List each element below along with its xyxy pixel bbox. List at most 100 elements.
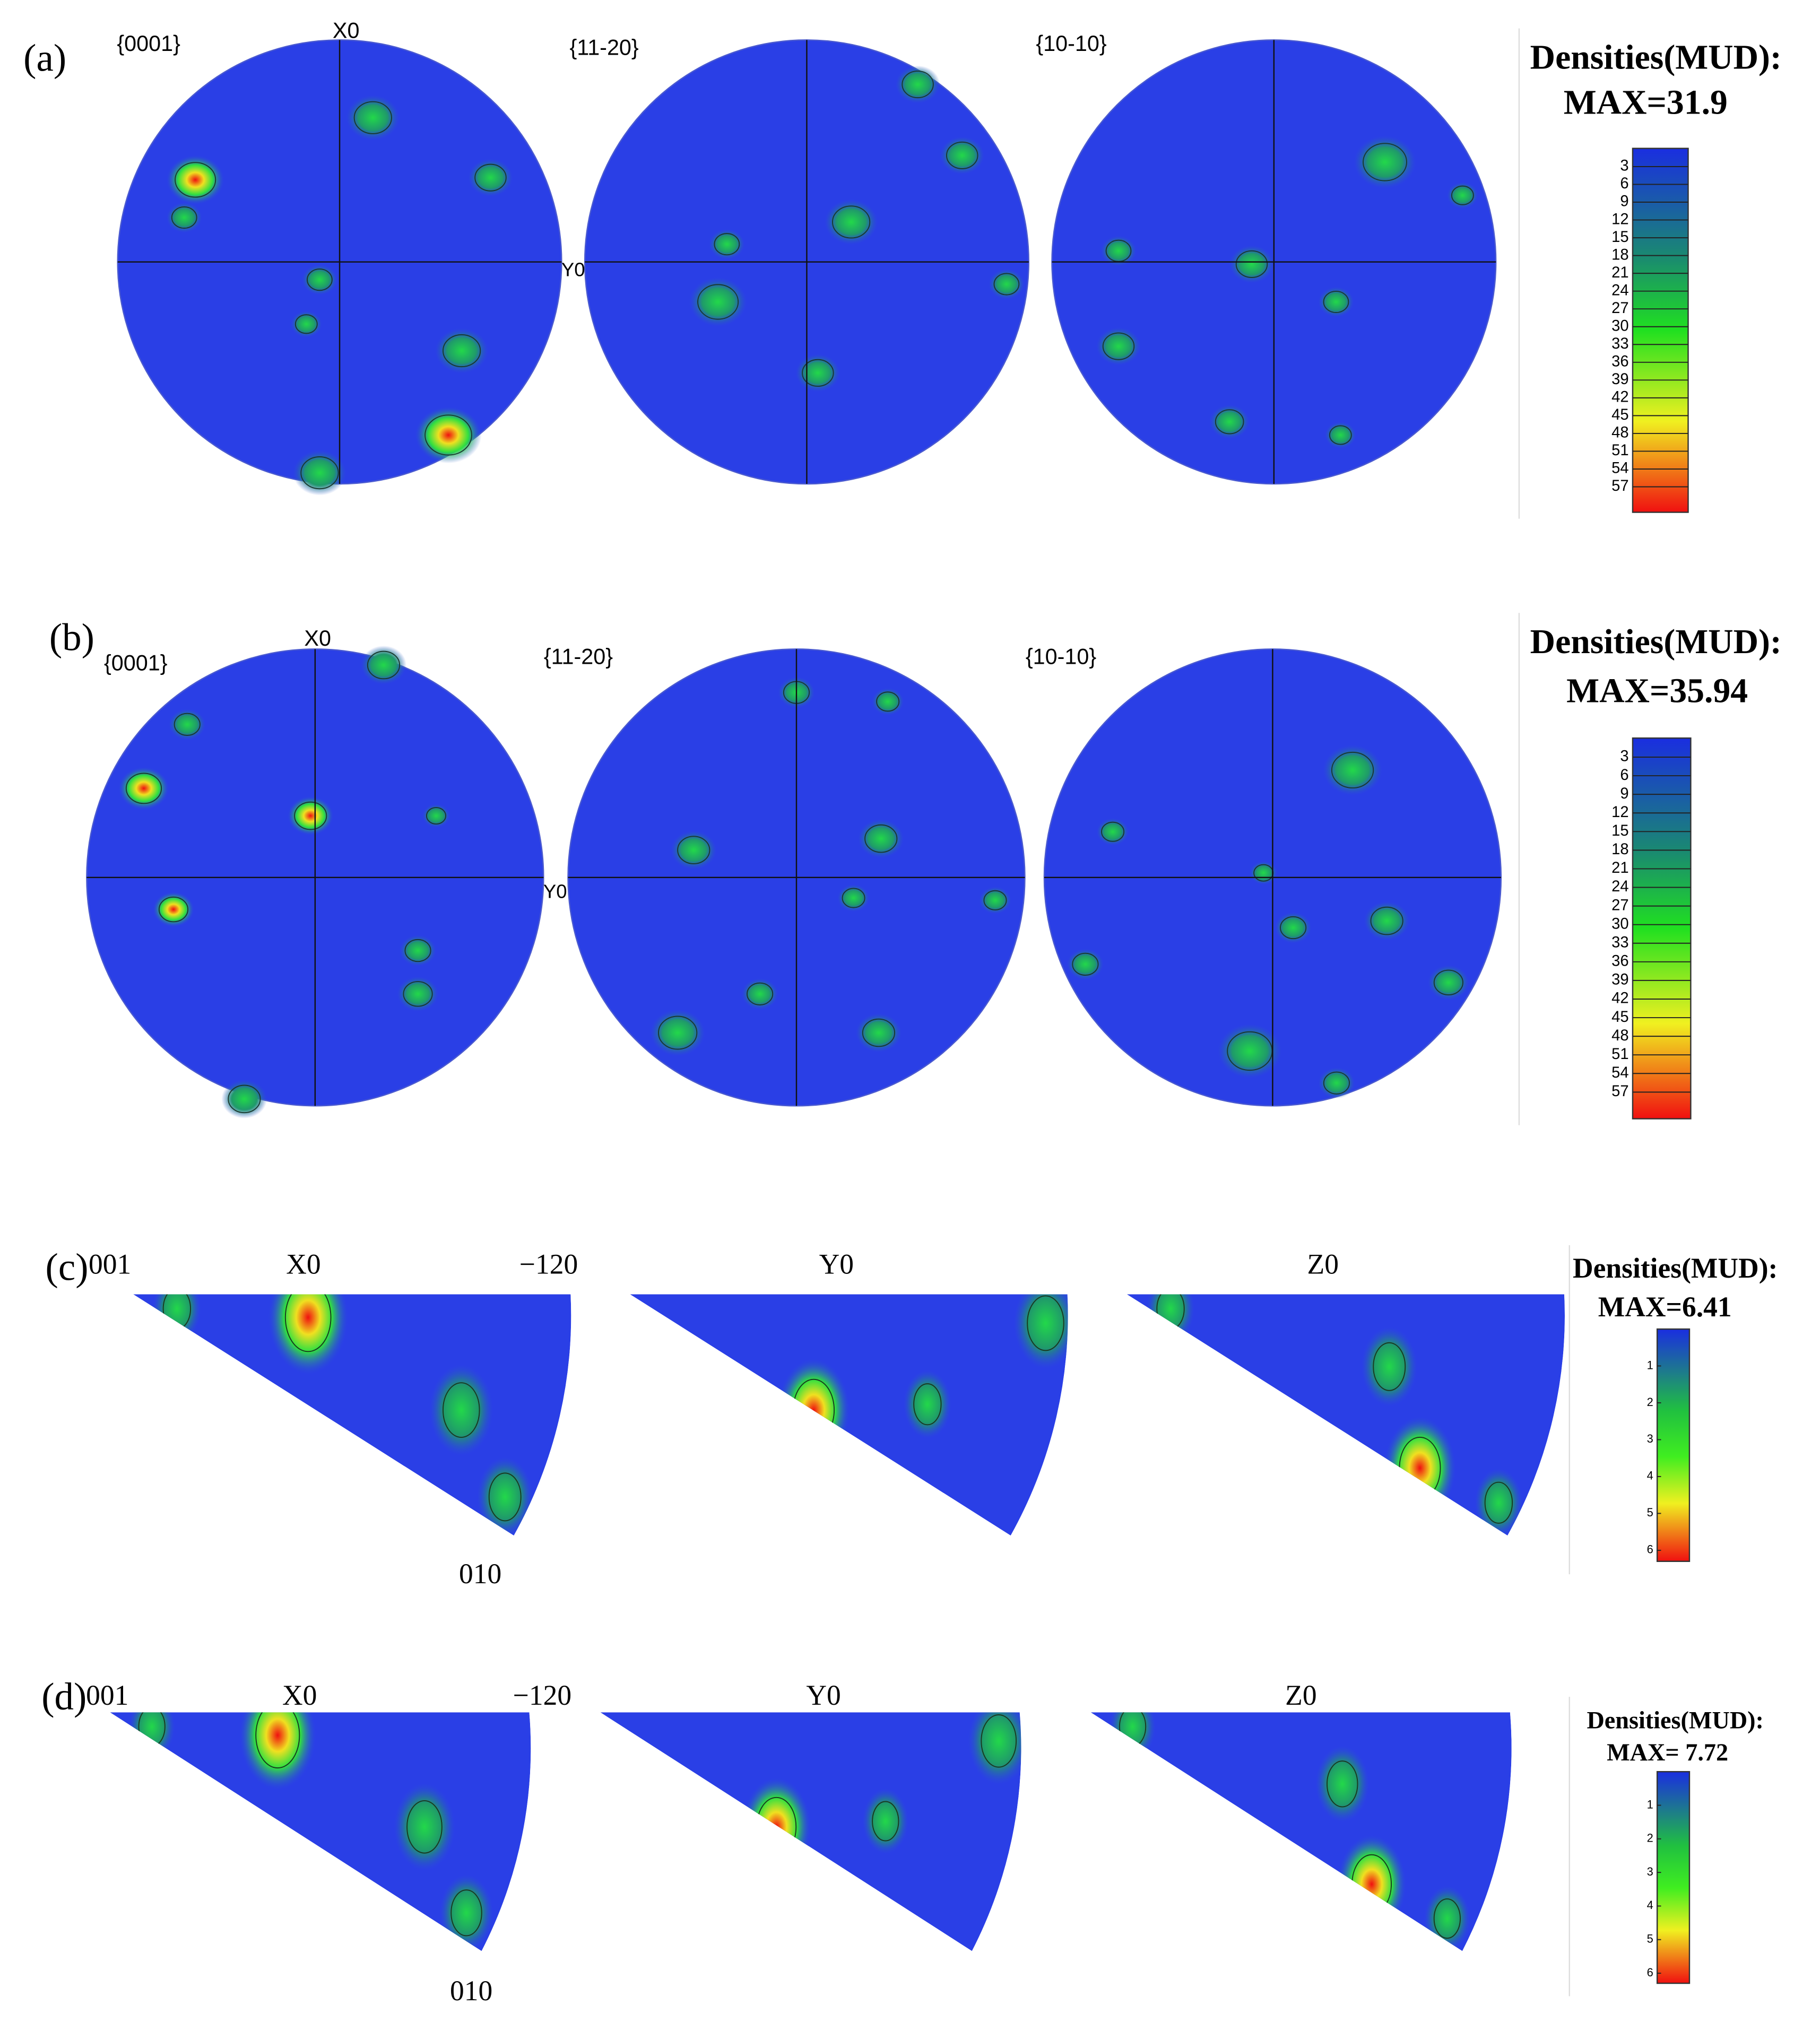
colorbar-tick-label: 18 [1611, 841, 1628, 858]
colorbar-tick-label: 30 [1611, 317, 1628, 334]
axis-label: X0 [304, 626, 331, 650]
colorbar-tick-label: 21 [1611, 860, 1628, 877]
contour [1280, 916, 1307, 940]
contour [367, 650, 401, 680]
contour [353, 101, 392, 134]
colorbar-tick-label: 24 [1611, 282, 1628, 299]
colorbar-tick-label: 51 [1611, 1046, 1628, 1063]
colorbar-tick-label: 39 [1611, 971, 1628, 988]
contour [1433, 969, 1463, 996]
legend-title: Densities(MUD): [1573, 1252, 1778, 1284]
density-blob [239, 1712, 316, 1790]
contour [1331, 751, 1374, 789]
legend-max: MAX=6.41 [1598, 1291, 1732, 1323]
colorbar-tick-label: 33 [1611, 335, 1628, 352]
contour [946, 141, 978, 169]
colorbar [1656, 1328, 1691, 1562]
contour [1484, 1481, 1513, 1524]
colorbar-tick-label: 1 [1647, 1358, 1653, 1372]
colorbar-tick-label: 54 [1611, 460, 1628, 477]
contour [406, 1800, 443, 1854]
contour [450, 1889, 482, 1937]
contour [714, 233, 740, 256]
colorbar-tick-label: 57 [1611, 1083, 1628, 1100]
colorbar-tick-label: 4 [1647, 1898, 1653, 1912]
colorbar-tick-label: 21 [1611, 264, 1628, 281]
contour [872, 1801, 899, 1842]
colorbar-tick-label: 57 [1611, 478, 1628, 494]
contour [294, 801, 327, 830]
panel-label: (c) [46, 1245, 89, 1288]
colorbar-tick-label: 6 [1647, 1966, 1653, 1979]
legend-max: MAX=35.94 [1566, 671, 1748, 710]
contour [424, 414, 472, 456]
contour [658, 1016, 698, 1050]
density-blob [268, 1294, 348, 1375]
contour [864, 824, 898, 853]
colorbar-tick-label: 48 [1611, 424, 1628, 441]
colorbar [1632, 147, 1689, 513]
contour [1363, 143, 1407, 181]
density-blob [1337, 1835, 1406, 1933]
figure-title: {0001} [104, 650, 168, 675]
density-blob [129, 1712, 175, 1759]
colorbar-tick-label: 51 [1611, 442, 1628, 459]
figure-title: X0 [286, 1248, 320, 1280]
figure-title: {10-10} [1036, 31, 1107, 56]
legend-max: MAX=31.9 [1564, 83, 1728, 122]
density-blob [1475, 1468, 1523, 1536]
ipf-body [630, 1294, 1068, 1536]
colorbar-tick-label: 12 [1611, 211, 1628, 228]
colorbar-tick-label: 36 [1611, 353, 1628, 370]
density-blob [1361, 1326, 1417, 1407]
figure-title: Z0 [1307, 1248, 1339, 1280]
contour [255, 1712, 300, 1769]
density-blob [1424, 1886, 1470, 1951]
colorbar-tick-label: 6 [1647, 1543, 1653, 1556]
density-blob [429, 1364, 493, 1456]
contour [1102, 332, 1135, 360]
figure-title: {0001} [117, 31, 180, 56]
contour [677, 836, 710, 864]
contour [1326, 1760, 1358, 1808]
contour [913, 1383, 942, 1426]
contour [862, 1018, 896, 1047]
colorbar-tick-label: 27 [1611, 897, 1628, 914]
contour [426, 807, 447, 825]
contour [1451, 185, 1474, 205]
ipf-sector [133, 1294, 571, 1536]
colorbar-tick-label: 6 [1620, 767, 1628, 784]
contour [404, 939, 431, 962]
contour [902, 70, 934, 99]
colorbar-tick-label: 42 [1611, 990, 1628, 1007]
panel-label: (b) [49, 615, 94, 658]
legend-title: Densities(MUD): [1530, 38, 1782, 76]
contour [1323, 290, 1349, 314]
density-blob [1315, 1746, 1370, 1823]
density-blob [439, 1875, 493, 1951]
legend-max: MAX= 7.72 [1607, 1739, 1728, 1766]
corner-label: 010 [459, 1558, 501, 1590]
ipf-body [1090, 1712, 1512, 1951]
colorbar-tick-label: 39 [1611, 371, 1628, 388]
contour [842, 888, 865, 908]
ipf-sector [600, 1712, 1021, 1951]
colorbar-tick-label: 33 [1611, 934, 1628, 951]
ipf-sector [110, 1712, 531, 1951]
colorbar-tick-label: 9 [1620, 193, 1628, 210]
contour [981, 1714, 1017, 1768]
contour [1027, 1295, 1064, 1351]
density-blob [903, 1370, 951, 1439]
colorbar-tick-label: 3 [1647, 1865, 1653, 1878]
contour [125, 773, 162, 804]
density-blob [742, 1777, 811, 1876]
colorbar-tick-label: 30 [1611, 915, 1628, 932]
colorbar-tick-label: 4 [1647, 1469, 1653, 1482]
colorbar-tick-label: 5 [1647, 1506, 1653, 1519]
contour [1323, 1071, 1350, 1095]
contour [474, 163, 507, 192]
colorbar-tick-label: 5 [1647, 1932, 1653, 1946]
figure-title: {11-20} [544, 644, 613, 669]
colorbar-tick-label: 15 [1611, 229, 1628, 246]
